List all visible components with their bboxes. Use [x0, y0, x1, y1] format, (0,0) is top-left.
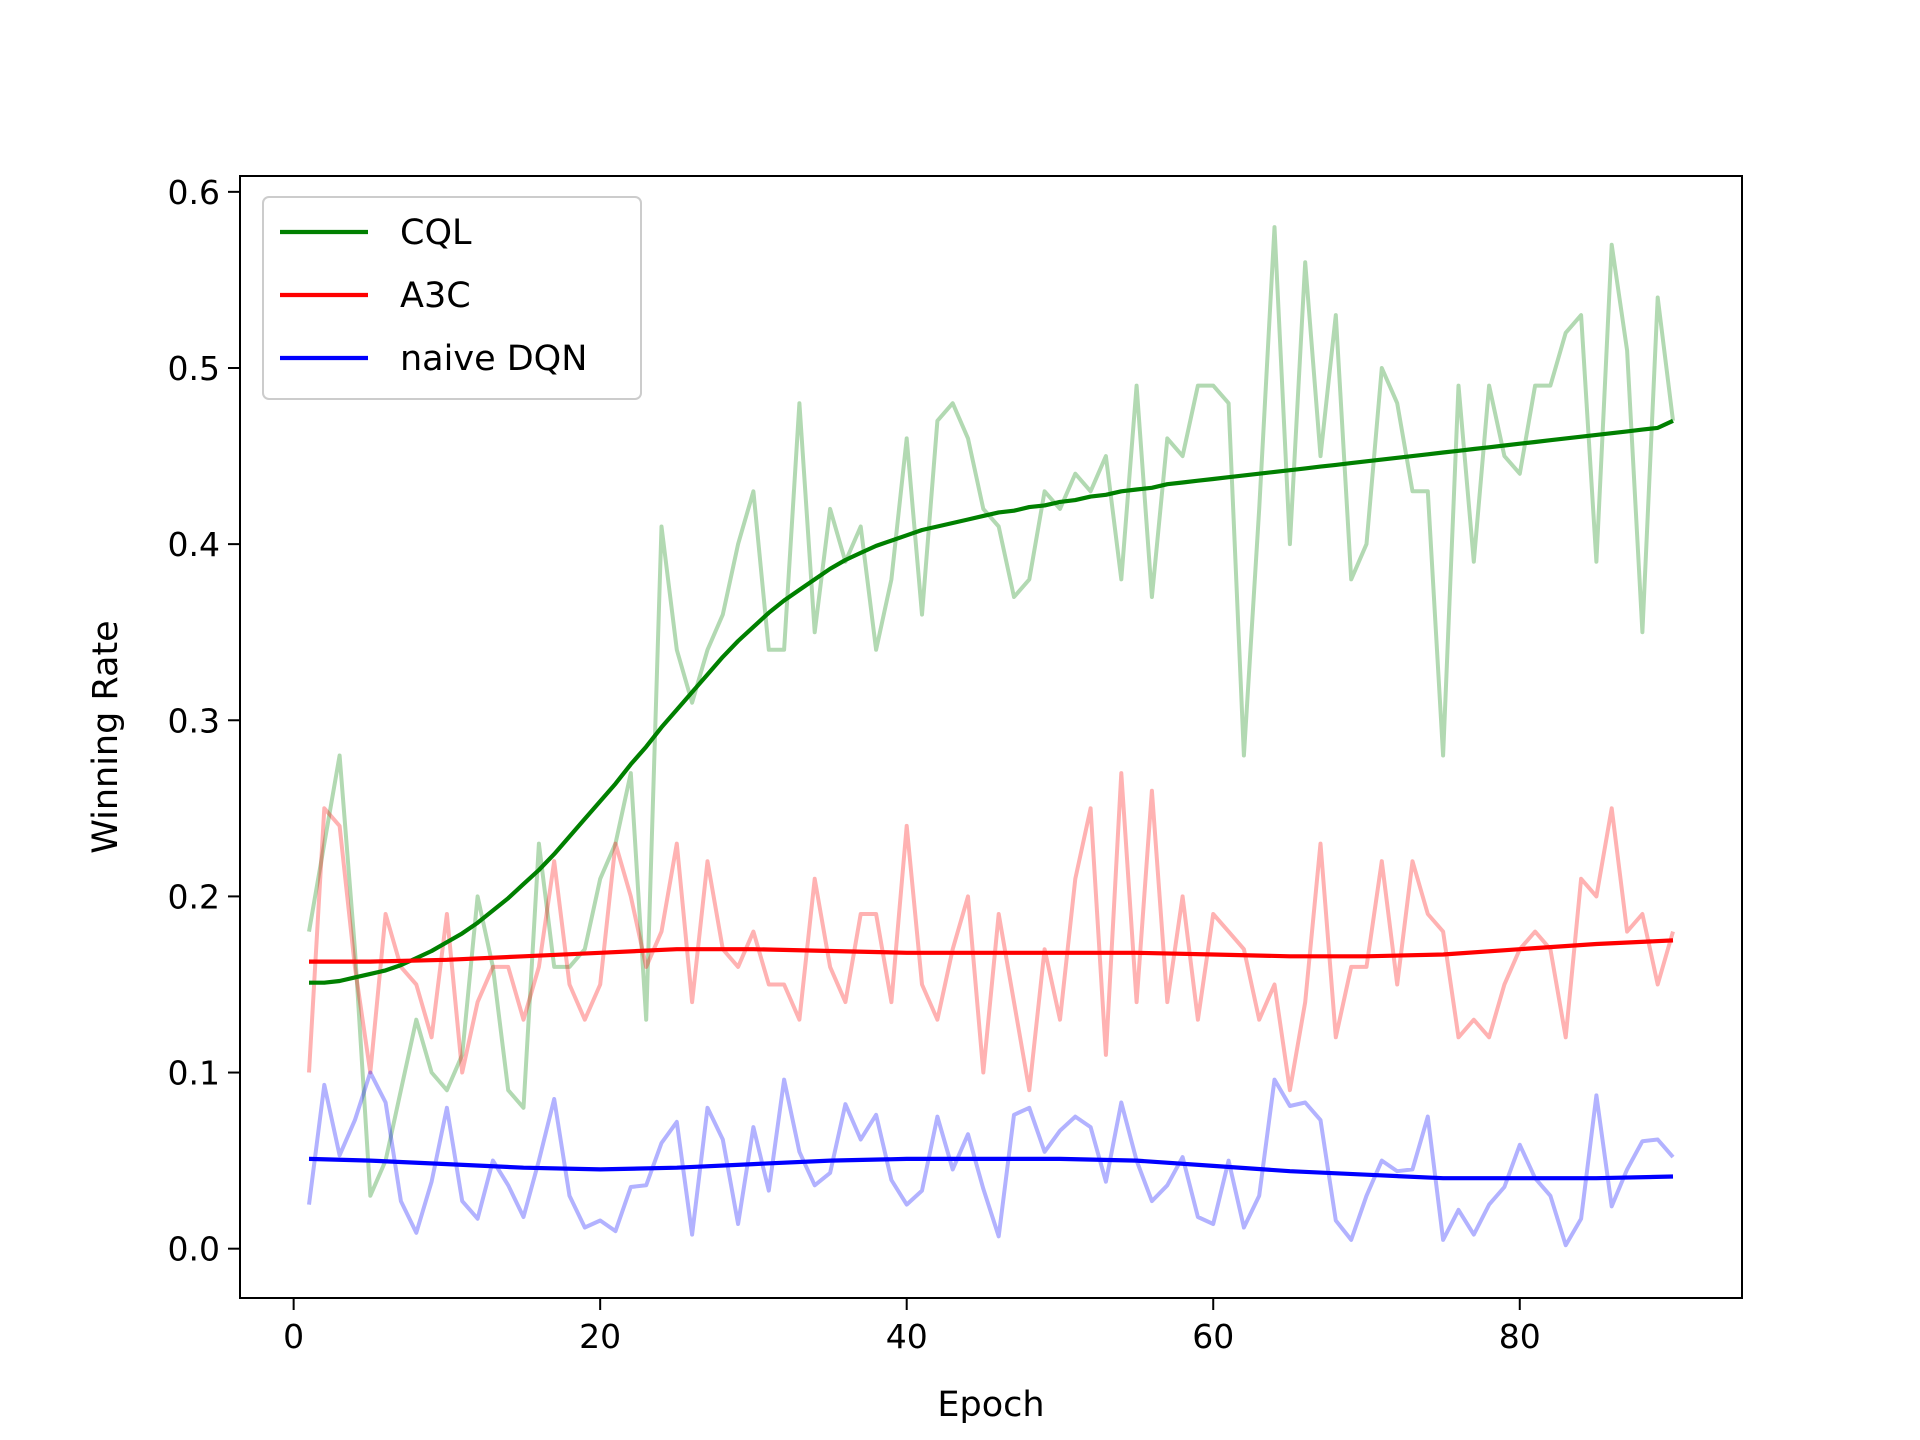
y-tick-label-0: 0.0: [168, 1230, 220, 1269]
y-axis-label: Winning Rate: [86, 620, 126, 853]
x-tick-label-60: 60: [1192, 1317, 1234, 1356]
y-axis: 0.0 0.1 0.2 0.3 0.4 0.5 0.6: [168, 173, 240, 1269]
plot-frame: [239, 175, 1743, 1299]
y-tick-label-0-1: 0.1: [168, 1054, 220, 1093]
y-tick-label-0-6: 0.6: [168, 173, 220, 212]
x-tick-label-20: 20: [579, 1317, 621, 1356]
x-axis: 0 20 40 60 80: [283, 1298, 1541, 1356]
legend-label-cql: CQL: [400, 213, 472, 253]
y-tick-label-0-4: 0.4: [168, 525, 220, 564]
y-tick-label-0-2: 0.2: [168, 877, 220, 916]
series-line-a3c: [309, 938, 1674, 964]
x-axis-label: Epoch: [937, 1385, 1044, 1425]
legend-label-a3c: A3C: [400, 276, 471, 316]
x-tick-label-80: 80: [1499, 1317, 1541, 1356]
legend-box: [262, 196, 642, 400]
series-line-cql: [309, 418, 1674, 985]
series-line-naive-dqn: [308, 1156, 1674, 1181]
x-tick-label-0: 0: [283, 1317, 304, 1356]
y-tick-label-0-3: 0.3: [168, 701, 220, 740]
x-tick-label-40: 40: [886, 1317, 928, 1356]
y-tick-label-0-5: 0.5: [168, 349, 220, 388]
series-line-cql-raw: [307, 225, 1675, 1198]
legend: CQL A3C naive DQN: [262, 196, 642, 400]
series-line-a3c-raw: [307, 771, 1675, 1093]
legend-label-naive-dqn: naive DQN: [400, 339, 587, 379]
series-layer: [307, 225, 1675, 1248]
